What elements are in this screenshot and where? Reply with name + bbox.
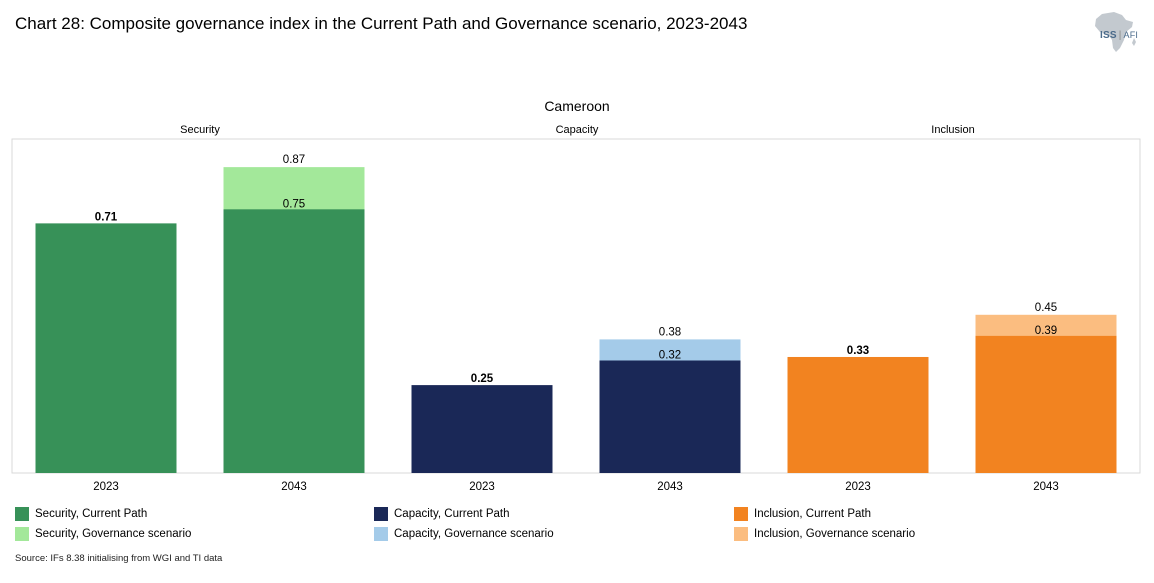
- x-tick-label: 2023: [469, 481, 495, 493]
- logo-text: ISS | AFI: [1100, 30, 1139, 41]
- chart-title: Cameroon: [544, 98, 610, 114]
- chart-plot: 0.71 2023 0.87 0.75 2043 0.25 2023 0.38 0.32 2043…: [11, 138, 1141, 493]
- bar-current-path: [975, 335, 1117, 473]
- legend: Security, Current Path Security, Governa…: [0, 506, 1154, 546]
- legend-label: Capacity, Current Path: [394, 508, 510, 520]
- bar-current-path: [599, 360, 741, 473]
- legend-label: Inclusion, Current Path: [754, 508, 871, 520]
- legend-swatch: [374, 507, 388, 521]
- legend-label: Inclusion, Governance scenario: [754, 528, 916, 540]
- x-tick-label: 2043: [657, 481, 683, 493]
- bar-current-path: [411, 385, 553, 473]
- x-tick-label: 2043: [1033, 481, 1059, 493]
- legend-item-security-cp: Security, Current Path: [15, 506, 147, 522]
- data-label-governance: 0.38: [659, 326, 681, 338]
- data-label-current-path: 0.75: [283, 198, 305, 210]
- data-label-governance: 0.87: [283, 154, 305, 166]
- panel-label-capacity: Capacity: [555, 124, 599, 136]
- data-label-current-path: 0.32: [659, 349, 681, 361]
- data-label-current-path: 0.33: [847, 345, 869, 357]
- data-label-governance: 0.45: [1035, 302, 1057, 314]
- bars-group: 0.71 2023 0.87 0.75 2043 0.25 2023 0.38 0.32 2043…: [35, 154, 1117, 493]
- legend-swatch: [15, 507, 29, 521]
- africa-map-icon: [1095, 12, 1136, 52]
- legend-swatch: [734, 527, 748, 541]
- legend-item-capacity-gov: Capacity, Governance scenario: [374, 526, 554, 542]
- bar-current-path: [35, 223, 177, 473]
- x-tick-label: 2023: [93, 481, 119, 493]
- legend-label: Security, Governance scenario: [35, 528, 192, 540]
- legend-item-security-gov: Security, Governance scenario: [15, 526, 191, 542]
- logo-text-iss: ISS: [1100, 30, 1117, 41]
- logo-text-afi: AFI: [1123, 30, 1139, 40]
- legend-label: Security, Current Path: [35, 508, 148, 520]
- bar-current-path: [787, 356, 929, 473]
- plot-frame: [11, 138, 1141, 474]
- data-label-current-path: 0.25: [471, 373, 494, 385]
- legend-swatch: [374, 527, 388, 541]
- panel-label-inclusion: Inclusion: [931, 124, 975, 136]
- x-tick-label: 2023: [845, 481, 871, 493]
- legend-item-inclusion-cp: Inclusion, Current Path: [734, 506, 871, 522]
- source-note: Source: IFs 8.38 initialising from WGI a…: [15, 553, 223, 564]
- legend-swatch: [734, 507, 748, 521]
- page-title: Chart 28: Composite governance index in …: [15, 14, 748, 33]
- legend-item-inclusion-gov: Inclusion, Governance scenario: [734, 526, 915, 542]
- legend-item-capacity-cp: Capacity, Current Path: [374, 506, 509, 522]
- data-label-current-path: 0.39: [1035, 325, 1057, 337]
- legend-swatch: [15, 527, 29, 541]
- panel-label-security: Security: [180, 124, 220, 136]
- legend-label: Capacity, Governance scenario: [394, 528, 554, 540]
- x-tick-label: 2043: [281, 481, 307, 493]
- bar-current-path: [223, 209, 365, 473]
- data-label-current-path: 0.71: [95, 211, 118, 223]
